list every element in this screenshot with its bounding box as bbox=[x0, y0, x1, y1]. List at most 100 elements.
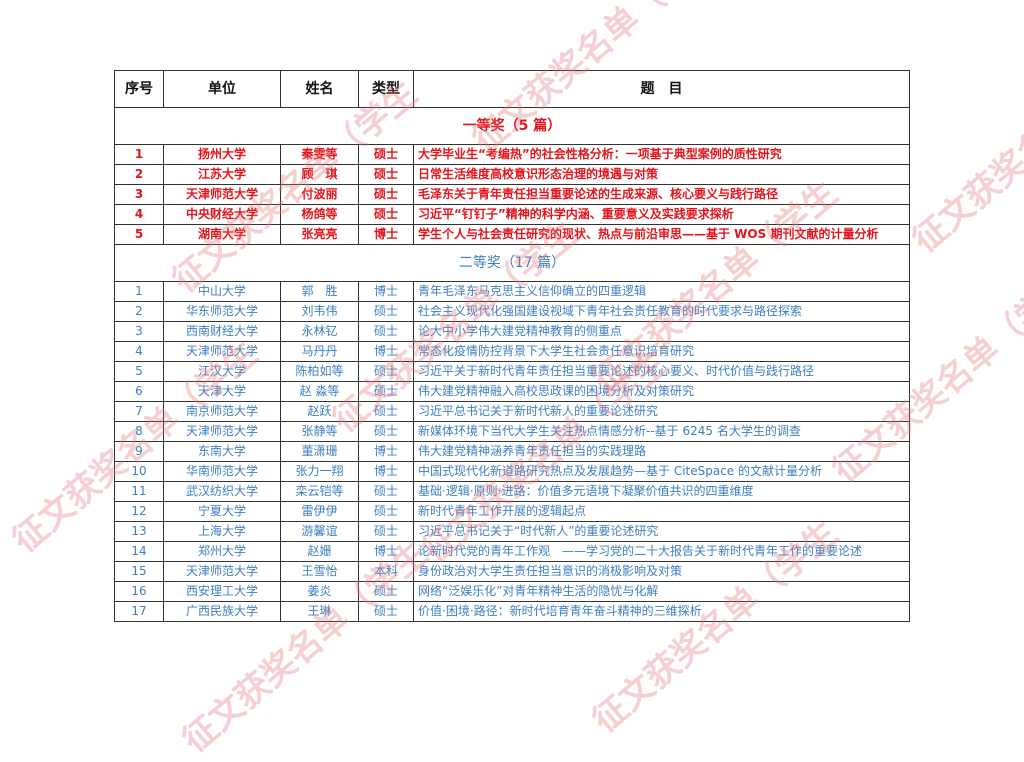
cell-type: 硕士 bbox=[358, 301, 414, 322]
table-row: 9 东南大学 董潇珊 博士 伟大建党精神涵养青年责任担当的实践理路 bbox=[114, 441, 910, 462]
cell-type: 硕士 bbox=[358, 501, 414, 522]
cell-unit: 天津师范大学 bbox=[163, 561, 281, 582]
cell-no: 6 bbox=[114, 381, 164, 402]
cell-name: 刘韦伟 bbox=[280, 301, 359, 322]
header-title: 题 目 bbox=[413, 70, 910, 108]
cell-type: 硕士 bbox=[358, 321, 414, 342]
cell-name: 王雪怡 bbox=[280, 561, 359, 582]
cell-unit: 华南师范大学 bbox=[163, 461, 281, 482]
cell-name: 王琳 bbox=[280, 601, 359, 622]
cell-unit: 上海大学 bbox=[163, 521, 281, 542]
cell-name: 秦雯等 bbox=[280, 144, 359, 165]
cell-title: 伟大建党精神涵养青年责任担当的实践理路 bbox=[413, 441, 910, 462]
cell-unit: 江苏大学 bbox=[163, 164, 281, 185]
cell-no: 13 bbox=[114, 521, 164, 542]
cell-name: 永林钇 bbox=[280, 321, 359, 342]
cell-title: 毛泽东关于青年责任担当重要论述的生成来源、核心要义与践行路径 bbox=[413, 184, 910, 205]
cell-no: 4 bbox=[114, 341, 164, 362]
first-prize-heading: 一等奖（5 篇） bbox=[114, 107, 910, 145]
header-row: 序号 单位 姓名 类型 题 目 bbox=[114, 70, 910, 108]
cell-title: 价值·困境·路径：新时代培育青年奋斗精神的三维探析 bbox=[413, 601, 910, 622]
table-row: 4 天津师范大学 马丹丹 博士 常态化疫情防控背景下大学生社会责任意识培育研究 bbox=[114, 341, 910, 362]
cell-type: 博士 bbox=[358, 541, 414, 562]
cell-no: 14 bbox=[114, 541, 164, 562]
cell-title: 网络“泛娱乐化”对青年精神生活的隐忧与化解 bbox=[413, 581, 910, 602]
cell-type: 博士 bbox=[358, 224, 414, 245]
cell-title: 社会主义现代化强国建设视域下青年社会责任教育的时代要求与路径探索 bbox=[413, 301, 910, 322]
cell-no: 16 bbox=[114, 581, 164, 602]
cell-unit: 中央财经大学 bbox=[163, 204, 281, 225]
cell-type: 硕士 bbox=[358, 184, 414, 205]
cell-no: 9 bbox=[114, 441, 164, 462]
table-row: 2 华东师范大学 刘韦伟 硕士 社会主义现代化强国建设视域下青年社会责任教育的时代要求与… bbox=[114, 301, 910, 322]
header-no: 序号 bbox=[114, 70, 164, 108]
cell-no: 2 bbox=[114, 301, 164, 322]
table-row: 12 宁夏大学 雷伊伊 硕士 新时代青年工作开展的逻辑起点 bbox=[114, 501, 910, 522]
cell-name: 陈柏如等 bbox=[280, 361, 359, 382]
watermark: 征文获奖名单（学生 bbox=[905, 33, 1024, 261]
cell-name: 张亮亮 bbox=[280, 224, 359, 245]
cell-title: 论新时代党的青年工作观 ——学习党的二十大报告关于新时代青年工作的重要论述 bbox=[413, 541, 910, 562]
cell-type: 博士 bbox=[358, 281, 414, 302]
cell-type: 博士 bbox=[358, 341, 414, 362]
cell-title: 习近平关于新时代青年责任担当重要论述的核心要义、时代价值与践行路径 bbox=[413, 361, 910, 382]
table-row: 16 西安理工大学 姜炎 硕士 网络“泛娱乐化”对青年精神生活的隐忧与化解 bbox=[114, 581, 910, 602]
cell-no: 10 bbox=[114, 461, 164, 482]
cell-no: 11 bbox=[114, 481, 164, 502]
cell-no: 12 bbox=[114, 501, 164, 522]
cell-name: 付波丽 bbox=[280, 184, 359, 205]
cell-title: 大学毕业生“考编热”的社会性格分析：一项基于典型案例的质性研究 bbox=[413, 144, 910, 165]
cell-type: 硕士 bbox=[358, 581, 414, 602]
cell-unit: 郑州大学 bbox=[163, 541, 281, 562]
cell-no: 15 bbox=[114, 561, 164, 582]
cell-type: 硕士 bbox=[358, 401, 414, 422]
cell-type: 硕士 bbox=[358, 164, 414, 185]
table-row: 10 华南师范大学 张力一翔 博士 中国式现代化新道路研究热点及发展趋势—基于 Cite… bbox=[114, 461, 910, 482]
cell-unit: 广西民族大学 bbox=[163, 601, 281, 622]
cell-unit: 中山大学 bbox=[163, 281, 281, 302]
cell-type: 博士 bbox=[358, 461, 414, 482]
table-row: 17 广西民族大学 王琳 硕士 价值·困境·路径：新时代培育青年奋斗精神的三维探析 bbox=[114, 601, 910, 622]
cell-type: 本科 bbox=[358, 561, 414, 582]
cell-unit: 天津师范大学 bbox=[163, 341, 281, 362]
cell-title: 日常生活维度高校意识形态治理的境遇与对策 bbox=[413, 164, 910, 185]
cell-unit: 武汉纺织大学 bbox=[163, 481, 281, 502]
cell-unit: 湖南大学 bbox=[163, 224, 281, 245]
cell-title: 伟大建党精神融入高校思政课的困境分析及对策研究 bbox=[413, 381, 910, 402]
cell-name: 郭 胜 bbox=[280, 281, 359, 302]
table-row: 3 西南财经大学 永林钇 硕士 论大中小学伟大建党精神教育的侧重点 bbox=[114, 321, 910, 342]
cell-title: 学生个人与社会责任研究的现状、热点与前沿审思——基于 WOS 期刊文献的计量分析 bbox=[413, 224, 910, 245]
cell-unit: 西安理工大学 bbox=[163, 581, 281, 602]
table-row: 13 上海大学 游馨谊 硕士 习近平总书记关于“时代新人”的重要论述研究 bbox=[114, 521, 910, 542]
cell-name: 雷伊伊 bbox=[280, 501, 359, 522]
cell-title: 习近平“钉钉子”精神的科学内涵、重要意义及实践要求探析 bbox=[413, 204, 910, 225]
cell-title: 青年毛泽东马克思主义信仰确立的四重逻辑 bbox=[413, 281, 910, 302]
cell-title: 论大中小学伟大建党精神教育的侧重点 bbox=[413, 321, 910, 342]
table-row: 3 天津师范大学 付波丽 硕士 毛泽东关于青年责任担当重要论述的生成来源、核心要义与践行… bbox=[114, 184, 910, 205]
cell-unit: 扬州大学 bbox=[163, 144, 281, 165]
cell-no: 2 bbox=[114, 164, 164, 185]
cell-name: 张力一翔 bbox=[280, 461, 359, 482]
cell-name: 马丹丹 bbox=[280, 341, 359, 362]
cell-type: 硕士 bbox=[358, 481, 414, 502]
table-row: 15 天津师范大学 王雪怡 本科 身份政治对大学生责任担当意识的消极影响及对策 bbox=[114, 561, 910, 582]
cell-unit: 华东师范大学 bbox=[163, 301, 281, 322]
second-prize-heading-row: 二等奖（17 篇） bbox=[114, 244, 910, 282]
cell-name: 董潇珊 bbox=[280, 441, 359, 462]
first-prize-heading-row: 一等奖（5 篇） bbox=[114, 107, 910, 145]
cell-unit: 南京师范大学 bbox=[163, 401, 281, 422]
cell-title: 身份政治对大学生责任担当意识的消极影响及对策 bbox=[413, 561, 910, 582]
table-row: 5 江汉大学 陈柏如等 硕士 习近平关于新时代青年责任担当重要论述的核心要义、时代价值与… bbox=[114, 361, 910, 382]
cell-no: 1 bbox=[114, 281, 164, 302]
cell-name: 栾云铠等 bbox=[280, 481, 359, 502]
cell-name: 赵姗 bbox=[280, 541, 359, 562]
cell-title: 新媒体环境下当代大学生关注热点情感分析--基于 6245 名大学生的调查 bbox=[413, 421, 910, 442]
table-row: 4 中央财经大学 杨鸽等 硕士 习近平“钉钉子”精神的科学内涵、重要意义及实践要求探析 bbox=[114, 204, 910, 225]
cell-title: 习近平总书记关于“时代新人”的重要论述研究 bbox=[413, 521, 910, 542]
table-row: 7 南京师范大学 赵跃 硕士 习近平总书记关于新时代新人的重要论述研究 bbox=[114, 401, 910, 422]
cell-name: 游馨谊 bbox=[280, 521, 359, 542]
cell-no: 3 bbox=[114, 184, 164, 205]
cell-title: 中国式现代化新道路研究热点及发展趋势—基于 CiteSpace 的文献计量分析 bbox=[413, 461, 910, 482]
cell-no: 8 bbox=[114, 421, 164, 442]
cell-no: 7 bbox=[114, 401, 164, 422]
